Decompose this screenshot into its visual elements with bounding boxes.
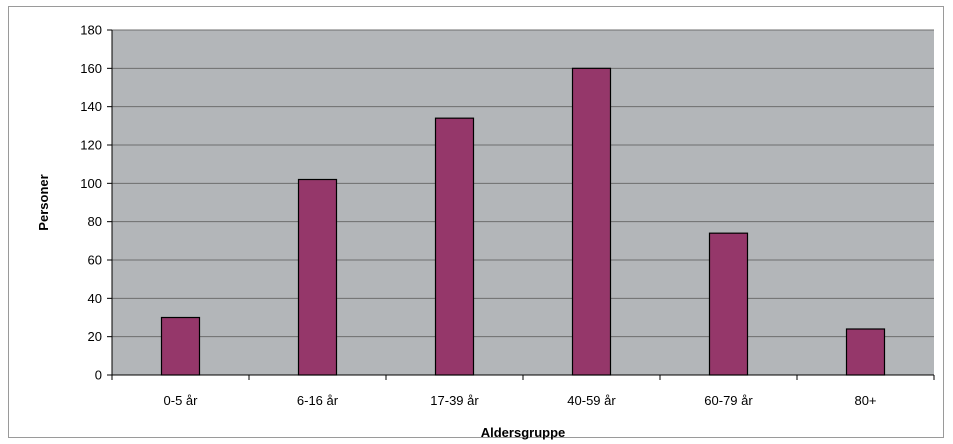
x-tick-label: 60-79 år bbox=[704, 393, 753, 408]
bar-5 bbox=[845, 328, 886, 376]
y-tick-label: 80 bbox=[88, 214, 102, 229]
y-axis-title: Personer bbox=[36, 174, 51, 230]
x-axis-title: Aldersgruppe bbox=[481, 425, 566, 440]
bar-2 bbox=[434, 117, 475, 376]
plot-area bbox=[112, 30, 934, 375]
y-tick-label: 140 bbox=[80, 99, 102, 114]
x-tick-label: 40-59 år bbox=[567, 393, 616, 408]
y-tick-label: 40 bbox=[88, 291, 102, 306]
y-tick-label: 100 bbox=[80, 176, 102, 191]
y-tick-label: 20 bbox=[88, 329, 102, 344]
y-tick-label: 160 bbox=[80, 61, 102, 76]
y-tick-label: 120 bbox=[80, 138, 102, 153]
y-tick-label: 180 bbox=[80, 23, 102, 38]
bar-4 bbox=[708, 232, 749, 376]
x-tick-label: 0-5 år bbox=[164, 393, 199, 408]
x-tick-label: 17-39 år bbox=[430, 393, 479, 408]
x-tick-label: 80+ bbox=[854, 393, 876, 408]
y-tick-label: 60 bbox=[88, 253, 102, 268]
y-tick-label: 0 bbox=[95, 368, 102, 383]
bar-1 bbox=[297, 178, 338, 376]
bar-0 bbox=[160, 316, 201, 376]
x-tick-label: 6-16 år bbox=[297, 393, 339, 408]
bar-3 bbox=[571, 67, 612, 376]
